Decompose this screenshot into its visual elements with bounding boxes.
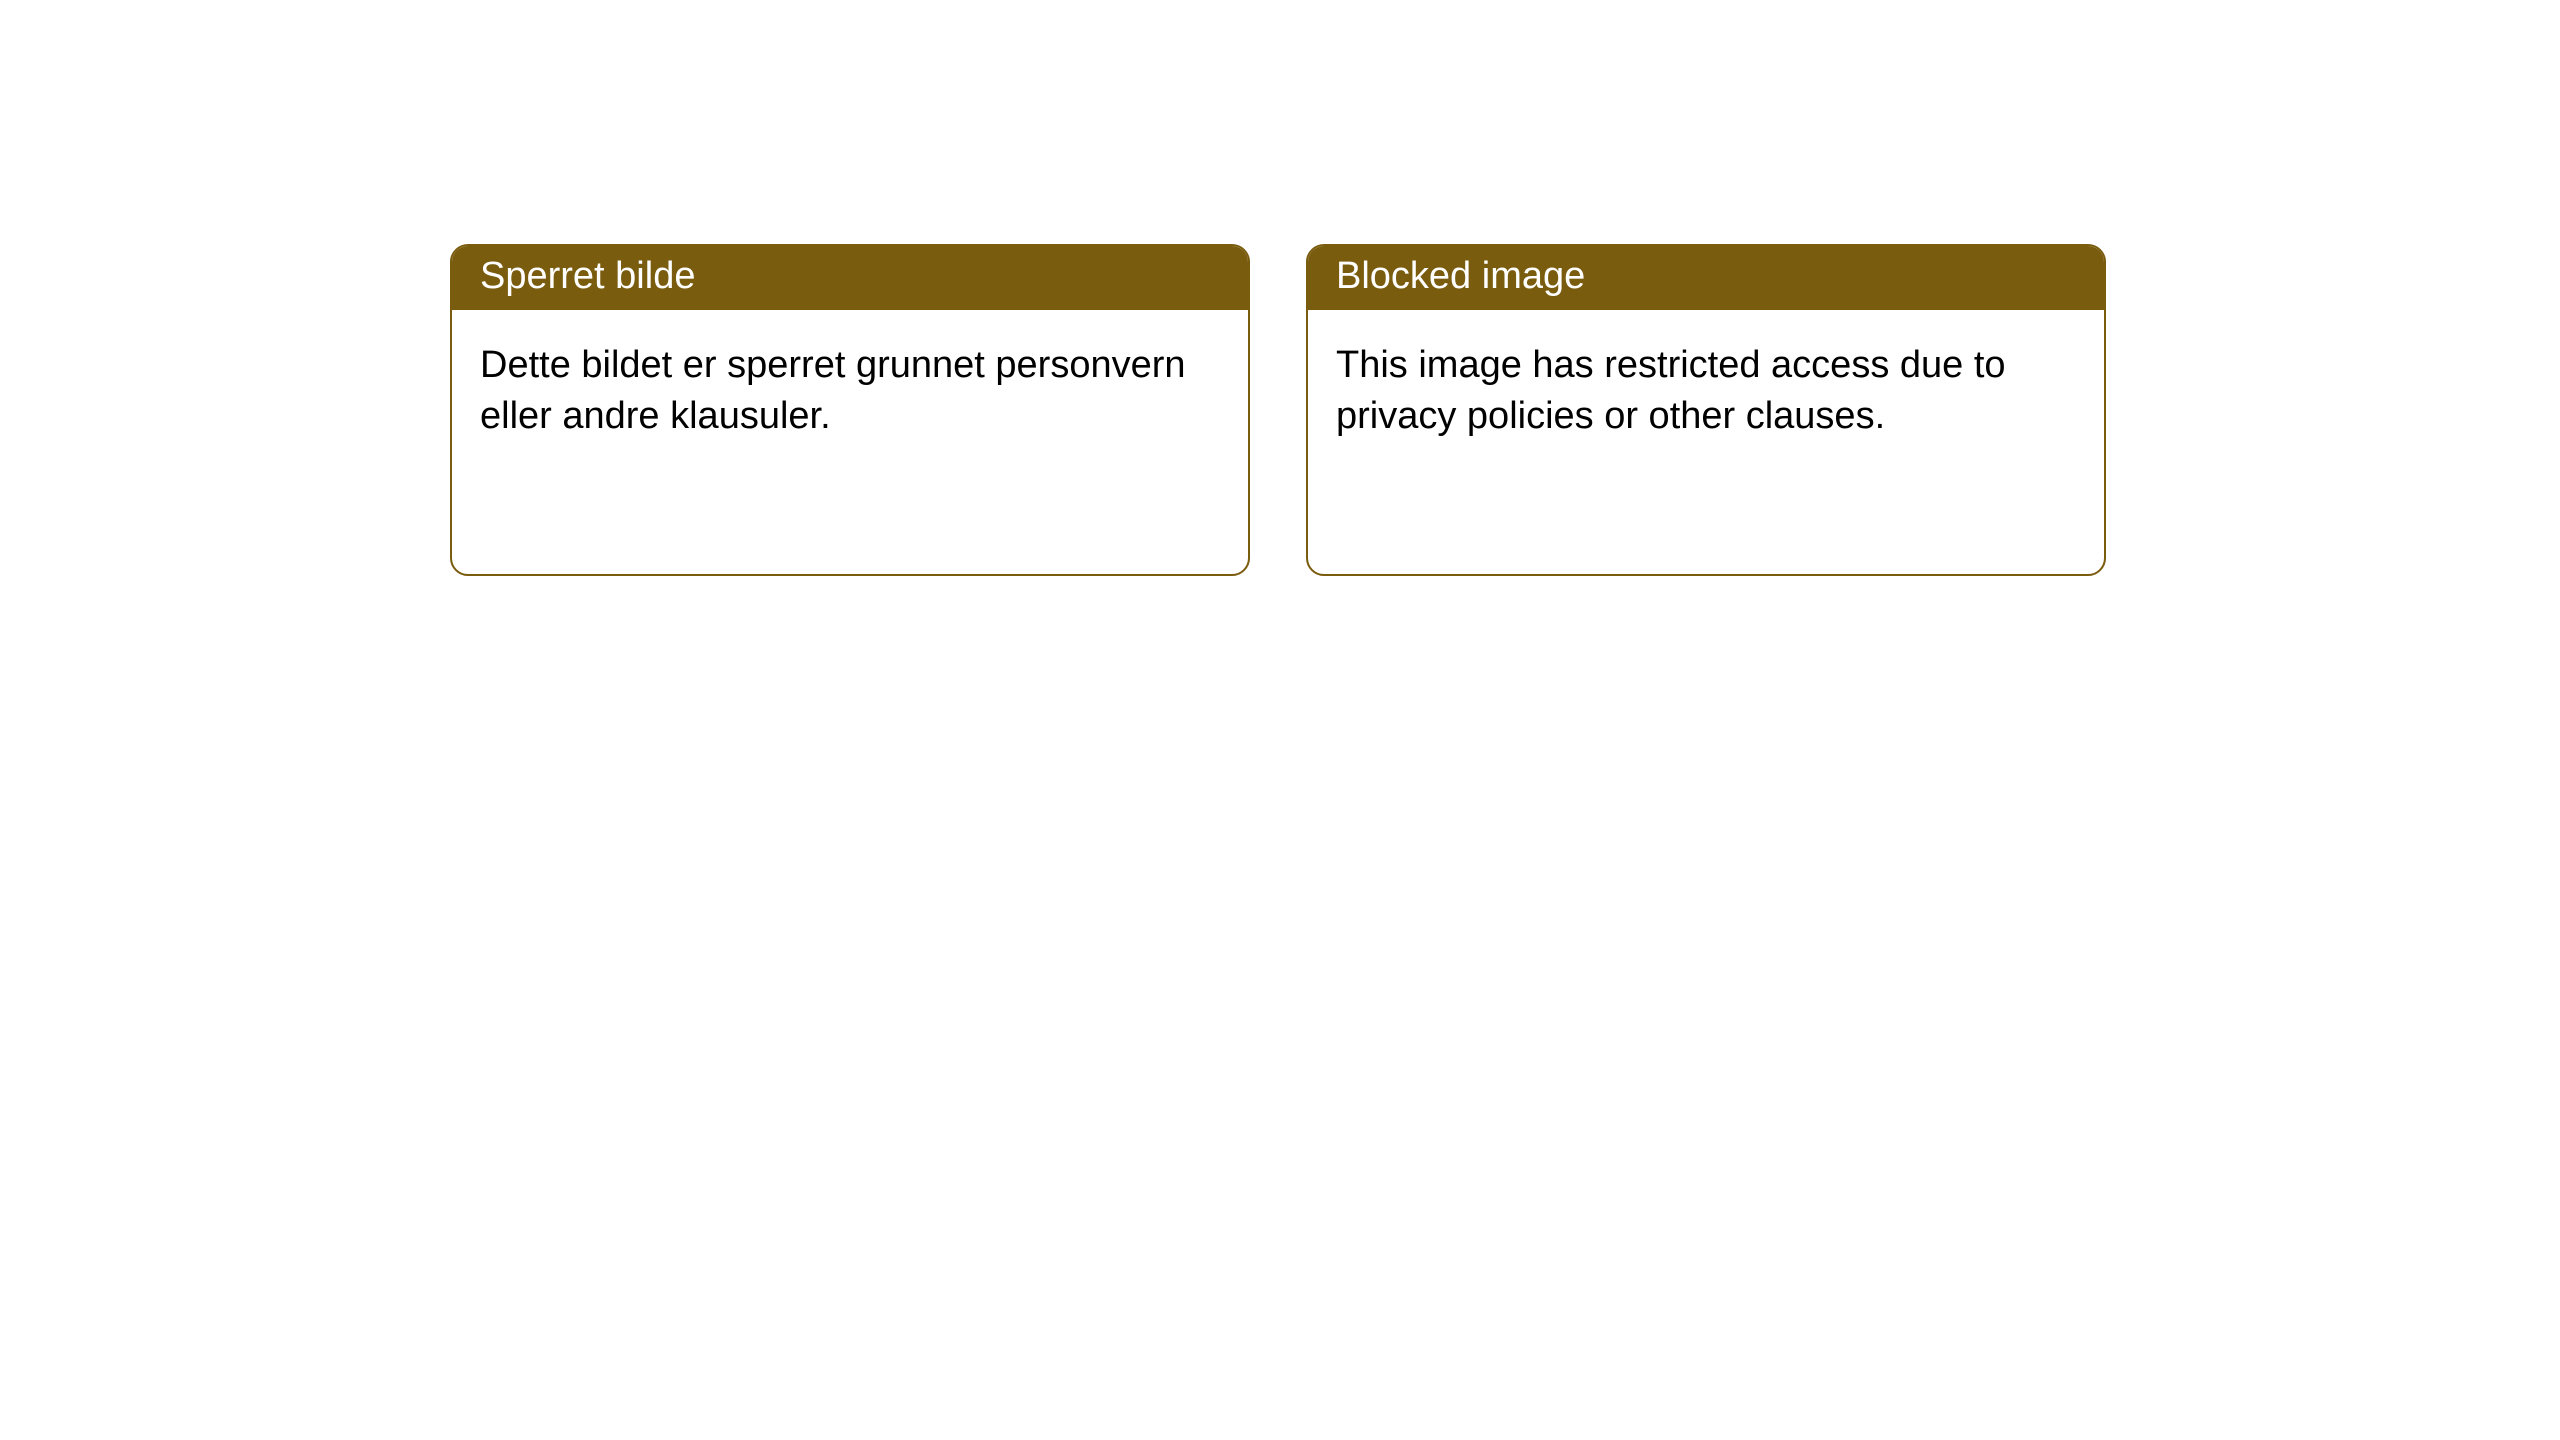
cards-container: Sperret bilde Dette bildet er sperret gr… <box>0 0 2560 576</box>
blocked-image-card-en: Blocked image This image has restricted … <box>1306 244 2106 576</box>
blocked-image-card-no: Sperret bilde Dette bildet er sperret gr… <box>450 244 1250 576</box>
card-header: Sperret bilde <box>452 246 1248 310</box>
card-body: Dette bildet er sperret grunnet personve… <box>452 310 1248 473</box>
card-body: This image has restricted access due to … <box>1308 310 2104 473</box>
card-header: Blocked image <box>1308 246 2104 310</box>
